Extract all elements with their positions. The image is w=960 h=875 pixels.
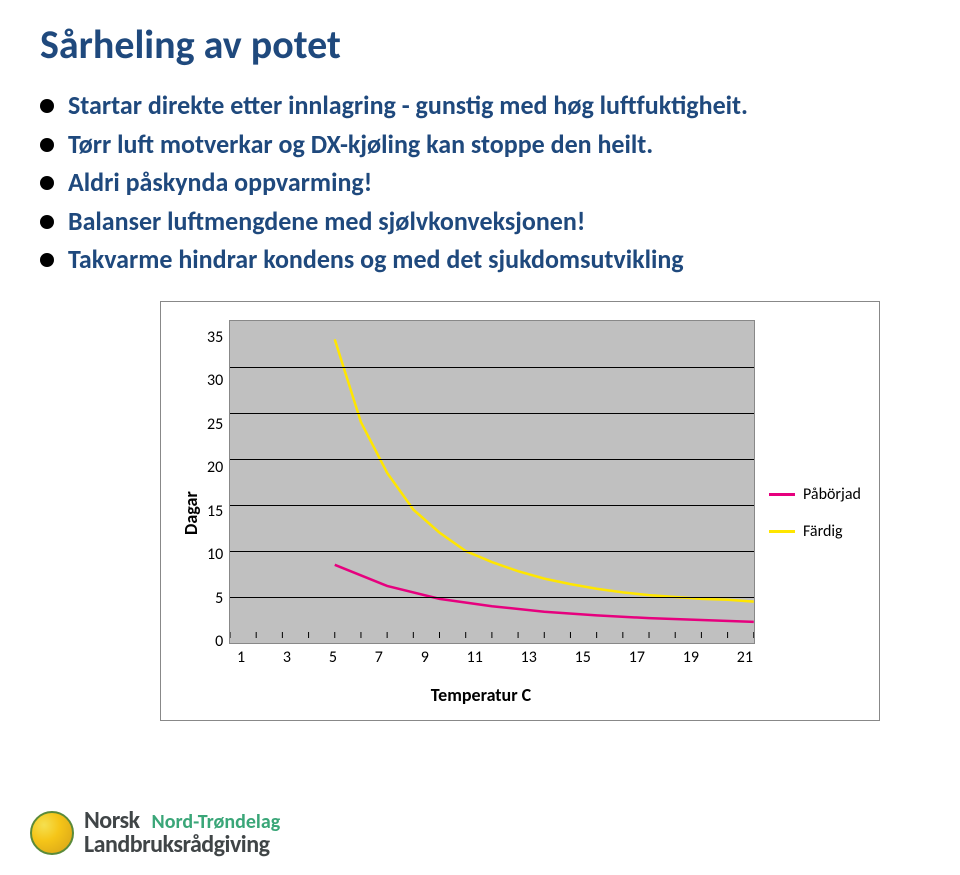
x-ticks: 13579111315171921 <box>235 648 755 668</box>
plot-area <box>229 320 755 644</box>
bullet-text: Aldri påskynda oppvarming! <box>68 166 372 199</box>
brand-region: Nord-Trøndelag <box>152 812 281 832</box>
bullet-dot-icon <box>40 138 54 152</box>
bullet-dot-icon <box>40 253 54 267</box>
footer-logo: Norsk Nord-Trøndelag Landbruksrådgiving <box>30 809 280 857</box>
bullet-dot-icon <box>40 99 54 113</box>
y-tick: 35 <box>207 328 223 347</box>
x-tick: 1 <box>237 648 245 668</box>
x-tick: 17 <box>629 648 645 668</box>
bullet-text: Startar direkte etter innlagring - gunst… <box>68 89 748 122</box>
x-tick: 11 <box>467 648 483 668</box>
y-axis-label: Dagar <box>180 320 202 706</box>
x-tick: 9 <box>421 648 429 668</box>
bullet-text: Balanser luftmengdene med sjølvkonveksjo… <box>68 205 585 238</box>
legend-label: Påbörjad <box>803 485 861 504</box>
bullet-item: Aldri påskynda oppvarming! <box>40 166 920 199</box>
y-ticks: 35 30 25 20 15 10 5 0 <box>207 320 229 644</box>
bullet-dot-icon <box>40 215 54 229</box>
brand-sub: Landbruksrådgiving <box>84 833 280 857</box>
legend-item: Färdig <box>769 522 865 541</box>
y-tick: 30 <box>207 371 223 390</box>
legend-label: Färdig <box>803 522 843 541</box>
x-tick: 7 <box>375 648 383 668</box>
bullet-item: Balanser luftmengdene med sjølvkonveksjo… <box>40 205 920 238</box>
y-tick: 20 <box>207 458 223 477</box>
legend-swatch-icon <box>769 493 795 496</box>
y-tick: 5 <box>215 589 223 608</box>
x-axis-label: Temperatur C <box>431 684 531 706</box>
x-tick: 15 <box>575 648 591 668</box>
legend: Påbörjad Färdig <box>755 320 865 706</box>
bullet-item: Tørr luft motverkar og DX-kjøling kan st… <box>40 128 920 161</box>
legend-swatch-icon <box>769 530 795 533</box>
bullet-item: Startar direkte etter innlagring - gunst… <box>40 89 920 122</box>
bullet-item: Takvarme hindrar kondens og med det sjuk… <box>40 243 920 276</box>
logo-icon <box>30 811 74 855</box>
x-tick: 21 <box>737 648 753 668</box>
bullet-dot-icon <box>40 176 54 190</box>
x-tick: 13 <box>521 648 537 668</box>
bullet-list: Startar direkte etter innlagring - gunst… <box>40 89 920 276</box>
y-tick: 0 <box>215 632 223 651</box>
y-tick: 10 <box>207 545 223 564</box>
y-tick: 15 <box>207 502 223 521</box>
legend-item: Påbörjad <box>769 485 865 504</box>
y-tick: 25 <box>207 415 223 434</box>
bullet-text: Tørr luft motverkar og DX-kjøling kan st… <box>68 128 653 161</box>
page-title: Sårheling av potet <box>40 20 920 69</box>
bullet-text: Takvarme hindrar kondens og med det sjuk… <box>68 243 684 276</box>
x-tick: 3 <box>283 648 291 668</box>
x-tick: 19 <box>683 648 699 668</box>
x-tick: 5 <box>329 648 337 668</box>
chart-container: Dagar 35 30 25 20 15 10 5 0 <box>160 301 880 721</box>
